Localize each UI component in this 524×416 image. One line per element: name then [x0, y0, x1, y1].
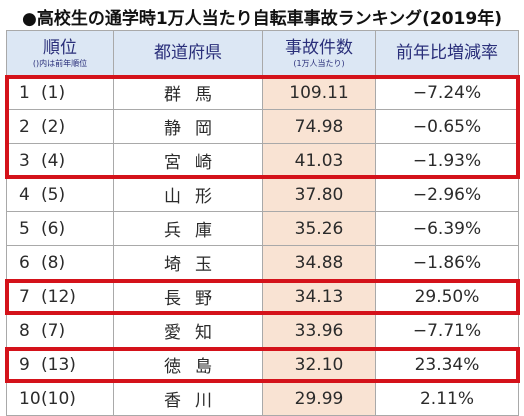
- header-rank: 順位 ()内は前年順位: [6, 30, 114, 76]
- rank-number: 8: [19, 320, 30, 341]
- accident-rate-cell: 109.11: [262, 75, 376, 110]
- table-row: 3 (4) 宮崎 41.03 −1.93%: [6, 143, 519, 178]
- header-rank-label: 順位: [43, 37, 77, 58]
- prefecture-cell: 宮崎: [113, 143, 263, 178]
- table-row: 5 (6) 兵庫 35.26 −6.39%: [6, 211, 519, 246]
- table-body: 1 (1) 群馬 109.11 −7.24% 2 (2) 静岡 74.98 −0.65% 3 (4) 宮…: [6, 75, 519, 416]
- change-rate-cell: −6.39%: [375, 211, 519, 246]
- change-rate-cell: 23.34%: [375, 347, 519, 382]
- prefecture-cell: 群馬: [113, 75, 263, 110]
- change-rate-cell: −0.65%: [375, 109, 519, 144]
- prefecture-cell: 静岡: [113, 109, 263, 144]
- change-rate-cell: −1.93%: [375, 143, 519, 178]
- table-row: 8 (7) 愛知 33.96 −7.71%: [6, 313, 519, 348]
- page-title: ●高校生の通学時1万人当たり自転車事故ランキング(2019年): [21, 9, 502, 29]
- accident-rate-cell: 34.13: [262, 279, 376, 314]
- rank-cell: 10(10): [6, 381, 114, 416]
- previous-rank: (7): [41, 320, 66, 341]
- change-rate-cell: −1.86%: [375, 245, 519, 280]
- rank-number: 7: [19, 286, 30, 307]
- change-rate-cell: 29.50%: [375, 279, 519, 314]
- prefecture-cell: 埼玉: [113, 245, 263, 280]
- table-row: 4 (5) 山形 37.80 −2.96%: [6, 177, 519, 212]
- rank-number: 1: [19, 82, 30, 103]
- table-row: 7 (12) 長野 34.13 29.50%: [6, 279, 519, 314]
- previous-rank: (10): [41, 388, 76, 409]
- prefecture-cell: 兵庫: [113, 211, 263, 246]
- previous-rank: (4): [41, 150, 66, 171]
- previous-rank: (8): [41, 252, 66, 273]
- previous-rank: (12): [41, 286, 76, 307]
- accident-rate-cell: 74.98: [262, 109, 376, 144]
- accident-rate-cell: 29.99: [262, 381, 376, 416]
- rank-cell: 1 (1): [6, 75, 114, 110]
- rank-cell: 8 (7): [6, 313, 114, 348]
- header-rank-note: ()内は前年順位: [32, 58, 88, 68]
- rank-cell: 4 (5): [6, 177, 114, 212]
- header-accidents-label: 事故件数: [285, 37, 353, 58]
- previous-rank: (5): [41, 184, 66, 205]
- rank-number: 9: [19, 354, 30, 375]
- prefecture-cell: 香川: [113, 381, 263, 416]
- prefecture-cell: 愛知: [113, 313, 263, 348]
- previous-rank: (1): [41, 82, 66, 103]
- change-rate-cell: −7.71%: [375, 313, 519, 348]
- rank-cell: 2 (2): [6, 109, 114, 144]
- rank-number: 5: [19, 218, 30, 239]
- header-change: 前年比増減率: [375, 30, 519, 76]
- previous-rank: (6): [41, 218, 66, 239]
- prefecture-cell: 長野: [113, 279, 263, 314]
- header-change-label: 前年比増減率: [396, 43, 498, 63]
- header-prefecture: 都道府県: [113, 30, 263, 76]
- table-row: 6 (8) 埼玉 34.88 −1.86%: [6, 245, 519, 280]
- prefecture-cell: 徳島: [113, 347, 263, 382]
- rank-number: 3: [19, 150, 30, 171]
- accident-rate-cell: 35.26: [262, 211, 376, 246]
- table-row: 2 (2) 静岡 74.98 −0.65%: [6, 109, 519, 144]
- change-rate-cell: −2.96%: [375, 177, 519, 212]
- accident-rate-cell: 41.03: [262, 143, 376, 178]
- prefecture-cell: 山形: [113, 177, 263, 212]
- rank-number: 2: [19, 116, 30, 137]
- previous-rank: (2): [41, 116, 66, 137]
- change-rate-cell: −7.24%: [375, 75, 519, 110]
- table-row: 1 (1) 群馬 109.11 −7.24%: [6, 75, 519, 110]
- accident-rate-cell: 34.88: [262, 245, 376, 280]
- rank-cell: 7 (12): [6, 279, 114, 314]
- rank-number: 6: [19, 252, 30, 273]
- ranking-table-container: 順位 ()内は前年順位 都道府県 事故件数 (1万人当たり) 前年比増減率 1 (…: [6, 30, 519, 416]
- rank-number: 4: [19, 184, 30, 205]
- rank-cell: 5 (6): [6, 211, 114, 246]
- rank-cell: 6 (8): [6, 245, 114, 280]
- accident-rate-cell: 32.10: [262, 347, 376, 382]
- accident-rate-cell: 33.96: [262, 313, 376, 348]
- change-rate-cell: 2.11%: [375, 381, 519, 416]
- header-accidents: 事故件数 (1万人当たり): [262, 30, 376, 76]
- accident-rate-cell: 37.80: [262, 177, 376, 212]
- rank-cell: 3 (4): [6, 143, 114, 178]
- table-header-row: 順位 ()内は前年順位 都道府県 事故件数 (1万人当たり) 前年比増減率: [6, 30, 519, 76]
- table-row: 10(10) 香川 29.99 2.11%: [6, 381, 519, 416]
- previous-rank: (13): [41, 354, 76, 375]
- ranking-table: 順位 ()内は前年順位 都道府県 事故件数 (1万人当たり) 前年比増減率 1 (…: [6, 30, 519, 416]
- header-prefecture-label: 都道府県: [154, 43, 222, 63]
- rank-number: 10: [19, 388, 41, 409]
- rank-cell: 9 (13): [6, 347, 114, 382]
- header-accidents-note: (1万人当たり): [293, 58, 345, 68]
- table-row: 9 (13) 徳島 32.10 23.34%: [6, 347, 519, 382]
